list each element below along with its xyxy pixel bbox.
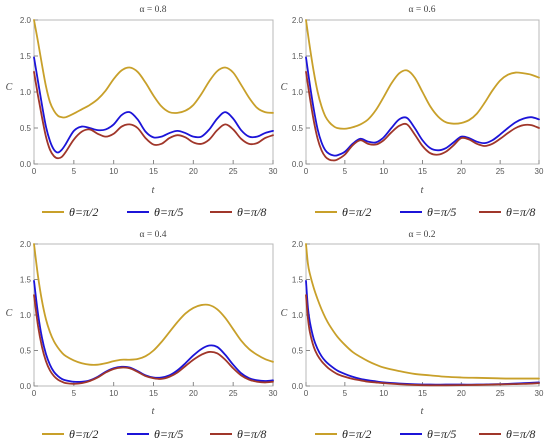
series-line-theta-pi-2 bbox=[305, 19, 540, 130]
y-tick-label: 1.0 bbox=[20, 311, 32, 320]
y-axis-label: C bbox=[6, 82, 13, 93]
panel-title: α = 0.2 bbox=[409, 230, 436, 240]
y-tick-label: 1.0 bbox=[292, 311, 304, 320]
legend: θ=π/2 θ=π/5 θ=π/8 bbox=[42, 427, 266, 441]
x-tick-label: 30 bbox=[269, 167, 278, 176]
x-tick-label: 30 bbox=[535, 167, 544, 176]
x-tick-label: 25 bbox=[496, 167, 505, 176]
series-line-theta-pi-8 bbox=[305, 70, 540, 162]
x-tick-label: 15 bbox=[149, 389, 158, 398]
y-tick-label: 2.0 bbox=[20, 16, 32, 25]
series-line-theta-pi-8 bbox=[33, 70, 274, 160]
y-tick-label: 2.0 bbox=[292, 240, 304, 249]
x-tick-label: 10 bbox=[109, 389, 118, 398]
x-tick-label: 10 bbox=[109, 167, 118, 176]
x-axis-label: t bbox=[152, 185, 155, 196]
panel-alpha-0.4: α = 0.4 C t θ=π/2 θ=π/5 θ=π/8 0 5 10 15 20 25… bbox=[6, 230, 278, 441]
x-tick-label: 15 bbox=[418, 167, 427, 176]
x-tick-label: 5 bbox=[343, 389, 348, 398]
panel-alpha-0.8: α = 0.8 C t θ=π/2 θ=π/5 θ=π/8 0 5 10 15 20 25… bbox=[6, 5, 278, 219]
x-tick-label: 10 bbox=[379, 167, 388, 176]
x-tick-label: 25 bbox=[496, 389, 505, 398]
y-tick-label: 1.5 bbox=[20, 276, 32, 285]
legend: θ=π/2 θ=π/5 θ=π/8 bbox=[42, 205, 266, 219]
y-tick-label: 0.0 bbox=[292, 160, 304, 169]
y-tick-label: 1.0 bbox=[292, 88, 304, 97]
x-tick-label: 30 bbox=[269, 389, 278, 398]
panel-alpha-0.2: α = 0.2 C t θ=π/2 θ=π/5 θ=π/8 0 5 10 15 20 25… bbox=[281, 230, 544, 441]
x-tick-label: 0 bbox=[304, 389, 309, 398]
legend-label-theta-pi-8: θ=π/8 bbox=[506, 205, 535, 219]
y-tick-label: 2.0 bbox=[20, 240, 32, 249]
y-tick-label: 0.0 bbox=[292, 382, 304, 391]
y-tick-label: 0.5 bbox=[292, 347, 304, 356]
x-tick-label: 20 bbox=[457, 389, 466, 398]
legend-label-theta-pi-2: θ=π/2 bbox=[69, 427, 98, 441]
x-tick-label: 0 bbox=[32, 389, 37, 398]
legend-label-theta-pi-2: θ=π/2 bbox=[342, 205, 371, 219]
x-tick-label: 25 bbox=[229, 167, 238, 176]
y-tick-label: 1.5 bbox=[292, 276, 304, 285]
y-axis-label: C bbox=[281, 82, 288, 93]
y-tick-label: 2.0 bbox=[292, 16, 304, 25]
x-tick-label: 20 bbox=[189, 389, 198, 398]
y-tick-label: 1.0 bbox=[20, 88, 32, 97]
legend-label-theta-pi-8: θ=π/8 bbox=[237, 427, 266, 441]
y-tick-label: 0.5 bbox=[20, 124, 32, 133]
panel-alpha-0.6: α = 0.6 C t θ=π/2 θ=π/5 θ=π/8 0 5 10 15 20 25… bbox=[281, 5, 544, 219]
series-line-theta-pi-5 bbox=[33, 56, 274, 154]
panel-title: α = 0.4 bbox=[140, 230, 167, 240]
legend-label-theta-pi-2: θ=π/2 bbox=[69, 205, 98, 219]
x-tick-label: 25 bbox=[229, 389, 238, 398]
x-tick-label: 5 bbox=[72, 167, 77, 176]
x-axis-label: t bbox=[421, 406, 424, 417]
y-tick-label: 0.0 bbox=[20, 382, 32, 391]
x-axis-label: t bbox=[152, 406, 155, 417]
legend-label-theta-pi-5: θ=π/5 bbox=[427, 427, 456, 441]
x-tick-label: 20 bbox=[457, 167, 466, 176]
x-tick-label: 20 bbox=[189, 167, 198, 176]
y-tick-label: 0.0 bbox=[20, 160, 32, 169]
y-tick-label: 1.5 bbox=[20, 52, 32, 61]
series-line-theta-pi-2 bbox=[305, 243, 540, 380]
legend: θ=π/2 θ=π/5 θ=π/8 bbox=[315, 427, 535, 441]
legend-label-theta-pi-5: θ=π/5 bbox=[427, 205, 456, 219]
series-line-theta-pi-8 bbox=[33, 294, 274, 385]
series-line-theta-pi-8 bbox=[305, 294, 540, 387]
legend-label-theta-pi-5: θ=π/5 bbox=[154, 205, 183, 219]
x-tick-label: 5 bbox=[72, 389, 77, 398]
x-axis-label: t bbox=[421, 185, 424, 196]
legend-label-theta-pi-8: θ=π/8 bbox=[506, 427, 535, 441]
legend-label-theta-pi-5: θ=π/5 bbox=[154, 427, 183, 441]
x-tick-label: 30 bbox=[535, 389, 544, 398]
legend: θ=π/2 θ=π/5 θ=π/8 bbox=[315, 205, 535, 219]
y-axis-label: C bbox=[281, 308, 288, 319]
panel-title: α = 0.6 bbox=[409, 5, 436, 15]
legend-label-theta-pi-8: θ=π/8 bbox=[237, 205, 266, 219]
x-tick-label: 10 bbox=[379, 389, 388, 398]
x-tick-label: 0 bbox=[304, 167, 309, 176]
x-tick-label: 15 bbox=[418, 389, 427, 398]
x-tick-label: 5 bbox=[343, 167, 348, 176]
series-line-theta-pi-2 bbox=[33, 19, 274, 119]
series-line-theta-pi-5 bbox=[305, 56, 540, 157]
y-axis-label: C bbox=[6, 308, 13, 319]
x-tick-label: 0 bbox=[32, 167, 37, 176]
y-tick-label: 1.5 bbox=[292, 52, 304, 61]
y-tick-label: 0.5 bbox=[20, 347, 32, 356]
x-tick-label: 15 bbox=[149, 167, 158, 176]
panel-title: α = 0.8 bbox=[140, 5, 167, 15]
legend-label-theta-pi-2: θ=π/2 bbox=[342, 427, 371, 441]
y-tick-label: 0.5 bbox=[292, 124, 304, 133]
series-line-theta-pi-2 bbox=[33, 243, 274, 366]
